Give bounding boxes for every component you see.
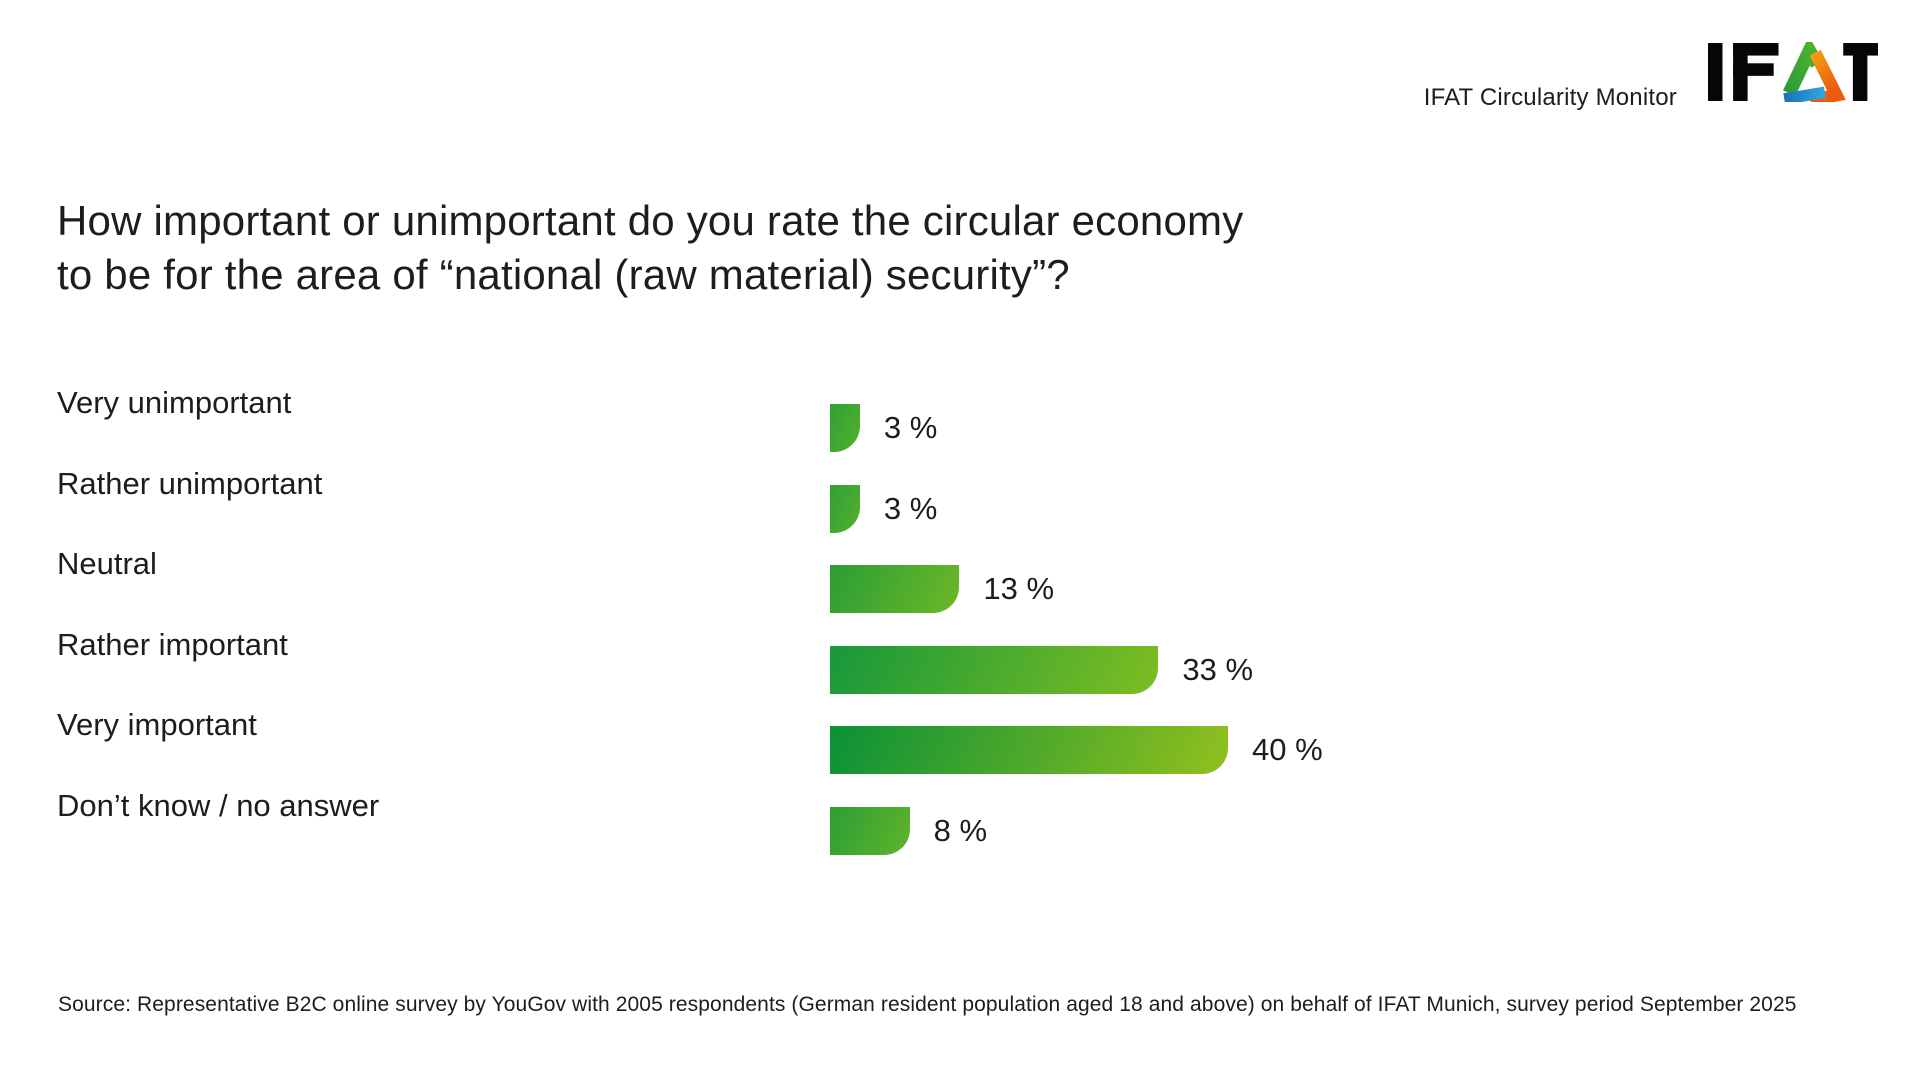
value-label: 8 % xyxy=(933,812,988,848)
bar-group: 3 % xyxy=(830,404,937,452)
bar xyxy=(830,404,860,452)
chart-row: Very unimportant 3 % xyxy=(57,385,1457,485)
category-label: Very important xyxy=(57,707,257,743)
bar-group: 8 % xyxy=(830,806,988,855)
chart-row: Don’t know / no answer 8 % xyxy=(57,788,1457,888)
bar xyxy=(830,484,860,533)
chart-row: Neutral 13 % xyxy=(57,546,1457,646)
chart-title: How important or unimportant do you rate… xyxy=(57,194,1243,302)
value-label: 13 % xyxy=(983,571,1055,607)
category-label: Rather unimportant xyxy=(57,465,323,501)
bar xyxy=(830,806,910,855)
chart-title-line2: to be for the area of “national (raw mat… xyxy=(57,251,1070,298)
bar-group: 13 % xyxy=(830,565,1055,614)
logo-letter-t-stem xyxy=(1852,43,1868,101)
bar-group: 3 % xyxy=(830,484,938,533)
chart-row: Rather important 33 % xyxy=(57,627,1457,727)
bar xyxy=(830,645,1159,694)
bar-group: 33 % xyxy=(830,645,1254,694)
category-label: Very unimportant xyxy=(57,385,292,420)
chart-title-line1: How important or unimportant do you rate… xyxy=(57,197,1244,244)
logo-triangle-blue xyxy=(1783,86,1826,102)
logo-letter-i xyxy=(1708,43,1723,101)
bar xyxy=(830,565,960,614)
logo-letter-f-mid xyxy=(1733,63,1774,76)
bar-group: 40 % xyxy=(830,726,1323,775)
category-label: Neutral xyxy=(57,546,157,582)
logo-letter-f-top xyxy=(1733,43,1779,56)
value-label: 33 % xyxy=(1182,651,1254,687)
category-label: Rather important xyxy=(57,626,288,662)
value-label: 3 % xyxy=(883,410,938,445)
bar xyxy=(830,726,1228,775)
value-label: 40 % xyxy=(1252,732,1323,768)
chart-row: Rather unimportant 3 % xyxy=(57,466,1457,566)
value-label: 3 % xyxy=(883,490,938,526)
ifat-logo-icon xyxy=(1708,42,1878,102)
monitor-label: IFAT Circularity Monitor xyxy=(1423,84,1677,111)
category-label: Don’t know / no answer xyxy=(57,787,380,823)
bar-chart: Very unimportant 3 % Rather unimportant 3 %… xyxy=(57,385,1557,888)
chart-row: Very important 40 % xyxy=(57,707,1457,807)
source-note: Source: Representative B2C online survey… xyxy=(58,993,1797,1016)
